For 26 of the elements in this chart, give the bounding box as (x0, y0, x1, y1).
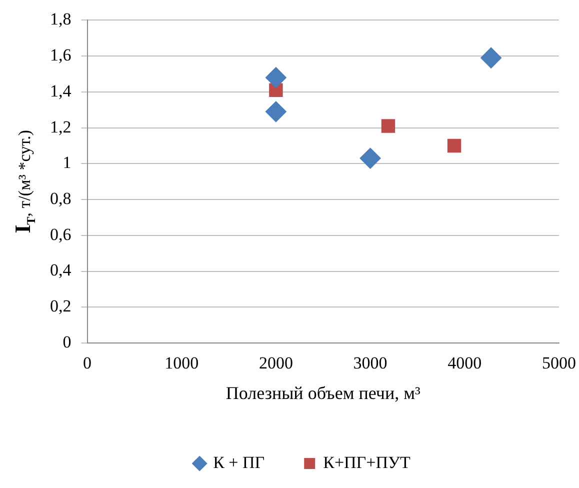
x-axis-title: Полезный объем печи, м³ (226, 382, 421, 403)
point (265, 67, 286, 88)
x-tick-label: 1000 (164, 354, 199, 373)
y-tick-label: 0 (62, 332, 72, 352)
y-tick-label: 1,8 (50, 10, 72, 29)
x-tick-label: 0 (83, 354, 92, 373)
x-tick-label: 5000 (542, 354, 576, 373)
y-tick-label: 1,2 (50, 117, 72, 136)
y-tick-label: 1 (62, 153, 72, 172)
x-tick-label: 2000 (258, 354, 293, 373)
point (265, 101, 286, 122)
y-tick-label: 1,4 (50, 81, 72, 100)
y-tick-label: 0,4 (50, 260, 72, 280)
point (447, 138, 462, 153)
y-tick-label: 0,6 (50, 224, 72, 244)
point (480, 47, 502, 68)
y-tick-label: 1,6 (50, 46, 72, 65)
point (381, 119, 396, 133)
point (360, 148, 381, 169)
legend-label: К+ПГ+ПУТ (323, 452, 412, 472)
y-axis-title: IТ, т/(м³ *сут.) (10, 130, 38, 234)
y-tick-label: 0,2 (50, 296, 72, 316)
x-tick-label: 4000 (448, 354, 482, 373)
y-tick-label: 0,8 (50, 189, 72, 208)
x-tick-label: 3000 (353, 354, 388, 373)
legend-label: К + ПГ (213, 452, 265, 472)
